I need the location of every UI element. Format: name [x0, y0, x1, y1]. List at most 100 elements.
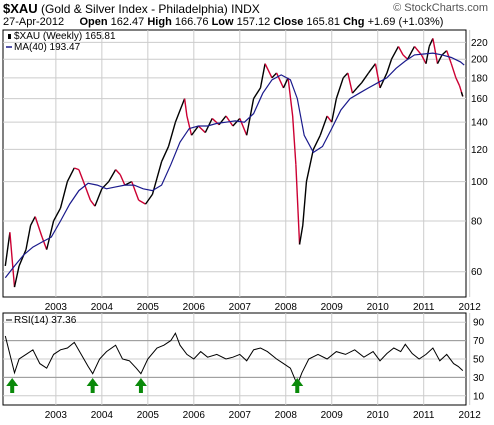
- price-segment: [190, 125, 199, 136]
- price-segment: [13, 265, 20, 288]
- price-segment: [425, 46, 430, 64]
- price-segment: [455, 77, 461, 87]
- chg-label: Chg: [343, 16, 365, 28]
- open-label: Open: [79, 16, 108, 28]
- price-segment: [397, 46, 404, 56]
- rsi-legend-label: RSI(14) 37.36: [14, 315, 77, 326]
- price-segment: [347, 72, 354, 94]
- price-segment: [331, 98, 338, 123]
- chg-value: +1.69 (+1.03%): [367, 16, 444, 28]
- price-segment: [342, 72, 349, 79]
- ma-legend-label: MA(40) 193.47: [14, 42, 81, 53]
- up-arrow-icon: [6, 378, 19, 393]
- price-segment: [441, 50, 448, 56]
- price-segment: [167, 121, 177, 147]
- price-segment: [305, 149, 315, 182]
- price-segment: [420, 54, 427, 65]
- price-segment: [386, 58, 393, 74]
- quote-date: 27-Apr-2012: [3, 16, 65, 28]
- price-x-tick-label: 2005: [137, 302, 160, 313]
- price-segment: [174, 98, 186, 123]
- price-x-tick-label: 2003: [45, 302, 68, 313]
- exchange: INDX: [231, 2, 260, 16]
- price-y-tick-label: 200: [471, 55, 488, 66]
- price-segment: [406, 46, 416, 60]
- price-x-tick-label: 2008: [275, 302, 298, 313]
- brand-logo: © StockCharts.com: [393, 2, 488, 14]
- ma-40-line: [4, 52, 465, 279]
- price-segment: [252, 87, 262, 99]
- rsi-x-tick-label: 2003: [45, 410, 68, 421]
- price-segment: [428, 38, 434, 47]
- price-x-tick-label: 2011: [413, 302, 435, 313]
- close-value: 165.81: [306, 16, 341, 28]
- rsi-x-tick-label: 2005: [137, 410, 160, 421]
- rsi-x-tick-label: 2004: [91, 410, 114, 421]
- price-segment: [326, 115, 333, 123]
- price-segment: [160, 146, 170, 162]
- price-segment: [29, 216, 36, 226]
- price-x-tick-label: 2010: [367, 302, 390, 313]
- price-segment: [379, 72, 388, 89]
- rsi-x-tick-label: 2009: [321, 410, 344, 421]
- chart-title: $XAU (Gold & Silver Index - Philadelphia…: [3, 1, 260, 16]
- rsi-x-tick-label: 2011: [413, 410, 435, 421]
- price-segment: [151, 177, 158, 195]
- price-legend-swatch: [8, 34, 11, 39]
- price-segment: [259, 63, 266, 89]
- rsi-line: [4, 332, 464, 387]
- up-arrow-icon: [86, 378, 99, 393]
- price-segment: [108, 169, 117, 182]
- price-segment: [275, 72, 285, 89]
- price-segment: [183, 98, 188, 117]
- price-segment: [295, 164, 301, 245]
- price-segment: [66, 167, 75, 182]
- price-segment: [138, 199, 146, 205]
- up-arrow-icon: [291, 378, 304, 393]
- price-segment: [319, 115, 328, 136]
- price-x-tick-label: 2004: [91, 302, 114, 313]
- price-segment: [9, 232, 16, 288]
- price-x-tick-label: 2009: [321, 302, 344, 313]
- price-segment: [119, 174, 126, 186]
- price-segment: [287, 77, 294, 117]
- price-segment: [156, 161, 163, 179]
- price-y-tick-label: 180: [471, 73, 488, 84]
- price-segment: [25, 225, 32, 250]
- low-label: Low: [211, 16, 234, 28]
- price-segment: [115, 169, 121, 176]
- rsi-y-tick-label: 50: [473, 355, 485, 366]
- quote-line: 27-Apr-2012 Open 162.47 High 166.76 Low …: [3, 16, 443, 28]
- price-segment: [436, 54, 443, 65]
- price-segment: [74, 167, 80, 171]
- price-segment: [351, 87, 358, 94]
- price-segment: [52, 207, 62, 222]
- price-segment: [144, 193, 154, 205]
- price-segment: [225, 115, 234, 127]
- rsi-x-tick-label: 2007: [229, 410, 252, 421]
- low-value: 157.12: [236, 16, 271, 28]
- price-segment: [356, 82, 363, 89]
- price-y-tick-label: 80: [471, 216, 483, 227]
- price-series: [4, 38, 465, 288]
- price-y-tick-label: 120: [471, 145, 488, 156]
- rsi-buy-arrows: [6, 378, 304, 393]
- price-segment: [82, 181, 92, 201]
- price-x-tick-label: 2007: [229, 302, 252, 313]
- price-y-tick-label: 220: [471, 38, 488, 49]
- rsi-grid: [3, 313, 471, 405]
- price-segment: [282, 77, 289, 89]
- price-grid: [3, 30, 471, 297]
- rsi-x-tick-label: 2010: [367, 410, 390, 421]
- price-segment: [18, 249, 27, 267]
- price-y-tick-label: 140: [471, 118, 488, 129]
- price-segment: [59, 181, 69, 209]
- price-segment: [413, 46, 422, 56]
- open-value: 162.47: [110, 16, 145, 28]
- index-name: (Gold & Silver Index - Philadelphia): [41, 2, 228, 16]
- price-segment: [264, 63, 273, 79]
- price-segment: [232, 117, 241, 127]
- price-segment: [402, 54, 409, 60]
- price-segment: [41, 236, 48, 250]
- price-segment: [34, 216, 43, 238]
